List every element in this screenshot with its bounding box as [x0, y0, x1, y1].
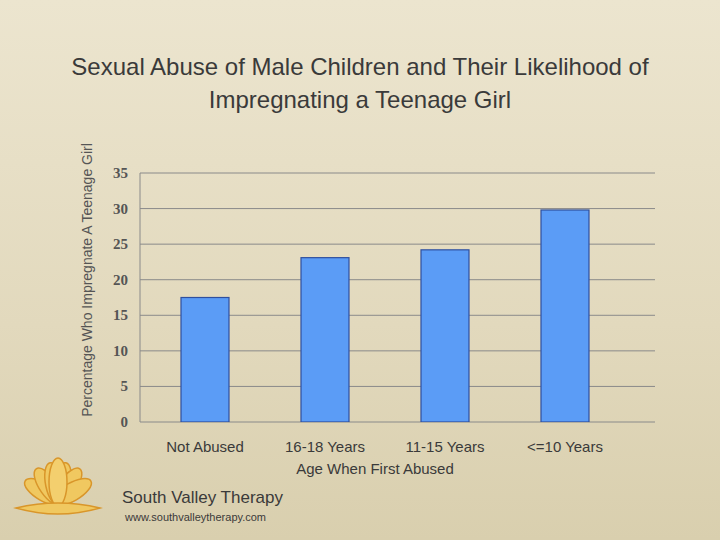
y-tick-label: 15 [113, 307, 128, 323]
y-axis-line [140, 173, 141, 422]
y-tick-label: 10 [113, 343, 128, 359]
petal [49, 458, 67, 506]
y-tick-label: 5 [121, 378, 129, 394]
page: {"chart_data": {"type": "bar", "title": … [0, 0, 720, 540]
petal-base [16, 503, 100, 514]
bar [541, 210, 589, 422]
bar [181, 298, 229, 423]
grid-line [140, 208, 655, 209]
bars [181, 210, 589, 422]
y-tick-label: 20 [113, 272, 128, 288]
title: Sexual Abuse of Male Children and Their … [30, 50, 690, 116]
bar [421, 250, 469, 422]
x-axis-label: Age When First Abused [296, 460, 454, 477]
chart: 0 5 10 15 20 25 30 35 Not Abused 16-18 Years 11-15… [0, 0, 720, 540]
y-axis-label: Percentage Who Impregnate A Teenage Girl [79, 143, 95, 417]
y-tick-label: 0 [121, 414, 129, 430]
x-tick-label: 11-15 Years [406, 438, 485, 455]
y-tick-label: 30 [113, 201, 128, 217]
brand-name: South Valley Therapy [122, 488, 283, 507]
brand-url: www.southvalleytherapy.com [124, 511, 266, 523]
x-tick-label: Not Abused [166, 438, 244, 455]
y-tick-label: 25 [113, 236, 128, 252]
bar [301, 258, 349, 422]
grid-line [140, 173, 655, 174]
x-tick-label: 16-18 Years [285, 438, 365, 455]
logo [16, 458, 100, 514]
y-tick-label: 35 [113, 165, 128, 181]
x-tick-label: <=10 Years [527, 438, 603, 455]
